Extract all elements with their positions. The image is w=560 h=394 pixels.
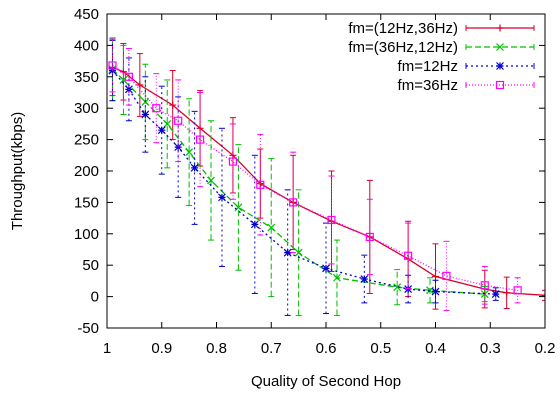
data-point xyxy=(513,286,522,295)
legend-item-4: fm=36Hz xyxy=(398,77,535,94)
data-point xyxy=(289,198,298,207)
x-tick-label: 0.8 xyxy=(206,340,227,357)
data-point xyxy=(185,148,194,157)
data-point xyxy=(283,248,292,257)
data-point xyxy=(496,24,504,32)
legend-item-1: fm=(12Hz,36Hz) xyxy=(348,20,535,37)
y-tick-label: 450 xyxy=(74,6,99,23)
data-point xyxy=(124,72,134,81)
y-tick-label: 0 xyxy=(91,289,99,306)
data-point xyxy=(267,223,276,232)
data-point xyxy=(360,275,369,283)
data-point xyxy=(195,135,205,144)
data-point xyxy=(365,232,374,242)
y-tick-label: 250 xyxy=(74,132,99,149)
y-tick-label: 400 xyxy=(74,37,99,54)
data-point xyxy=(404,251,413,260)
series-3 xyxy=(108,39,500,316)
data-point xyxy=(480,281,489,290)
x-tick-label: 1 xyxy=(103,340,111,357)
x-tick-label: 0.7 xyxy=(261,340,282,357)
x-tick-label: 0.2 xyxy=(535,340,556,357)
data-point xyxy=(169,101,177,109)
data-point xyxy=(393,283,402,292)
series-line xyxy=(112,66,545,296)
x-tick-label: 0.9 xyxy=(151,340,172,357)
data-point xyxy=(228,157,238,166)
y-tick-label: 300 xyxy=(74,100,99,117)
x-tick-label: 0.4 xyxy=(425,340,446,357)
data-point xyxy=(496,43,504,51)
legend-label: fm=(36Hz,12Hz) xyxy=(348,39,458,56)
legend-label: fm=12Hz xyxy=(398,58,458,75)
data-point xyxy=(207,176,215,185)
data-point xyxy=(294,248,303,257)
data-point xyxy=(218,193,226,202)
y-tick-label: 350 xyxy=(74,69,99,86)
series-line xyxy=(112,64,518,291)
data-point xyxy=(431,287,440,296)
data-point xyxy=(163,119,172,128)
data-point xyxy=(108,61,117,70)
y-axis-title: Throughput(kbps) xyxy=(9,112,26,230)
series-layer xyxy=(108,37,545,316)
data-point xyxy=(136,81,144,89)
data-point xyxy=(327,215,336,225)
x-tick-label: 0.5 xyxy=(370,340,391,357)
legend-label: fm=(12Hz,36Hz) xyxy=(348,20,458,37)
data-point xyxy=(157,126,166,135)
data-point xyxy=(250,220,259,229)
x-axis-title: Quality of Second Hop xyxy=(251,373,401,390)
data-point xyxy=(190,163,199,172)
legend-label: fm=36Hz xyxy=(398,77,458,94)
plot-frame xyxy=(106,13,546,329)
y-tick-label: 200 xyxy=(74,163,99,180)
data-point xyxy=(495,80,505,90)
data-point xyxy=(152,104,161,113)
ticks-layer: -50 0 50 100 150 200 250 300 350 400 450 1 0.9 0.8 0.7… xyxy=(74,6,555,357)
data-point xyxy=(404,285,413,293)
data-point xyxy=(256,180,265,189)
data-point xyxy=(442,271,451,280)
data-point xyxy=(174,143,183,152)
legend-item-3: fm=12Hz xyxy=(398,58,535,75)
data-point xyxy=(432,273,439,281)
x-tick-label: 0.6 xyxy=(316,340,337,357)
x-tick-label: 0.3 xyxy=(480,340,501,357)
data-point xyxy=(141,110,150,119)
data-point xyxy=(322,264,330,273)
data-point xyxy=(174,116,183,125)
y-tick-label: -50 xyxy=(77,320,99,337)
data-point xyxy=(491,290,500,299)
data-point xyxy=(541,291,545,299)
data-point xyxy=(503,289,511,297)
series-4 xyxy=(108,38,522,311)
y-tick-label: 50 xyxy=(82,257,99,274)
legend-item-2: fm=(36Hz,12Hz) xyxy=(348,39,535,56)
y-tick-label: 100 xyxy=(74,226,99,243)
y-tick-label: 150 xyxy=(74,194,99,211)
data-point xyxy=(496,62,504,70)
data-point xyxy=(333,273,341,282)
legend: fm=(12Hz,36Hz) fm=(36Hz,12Hz) fm=12Hz fm=36… xyxy=(348,20,535,94)
